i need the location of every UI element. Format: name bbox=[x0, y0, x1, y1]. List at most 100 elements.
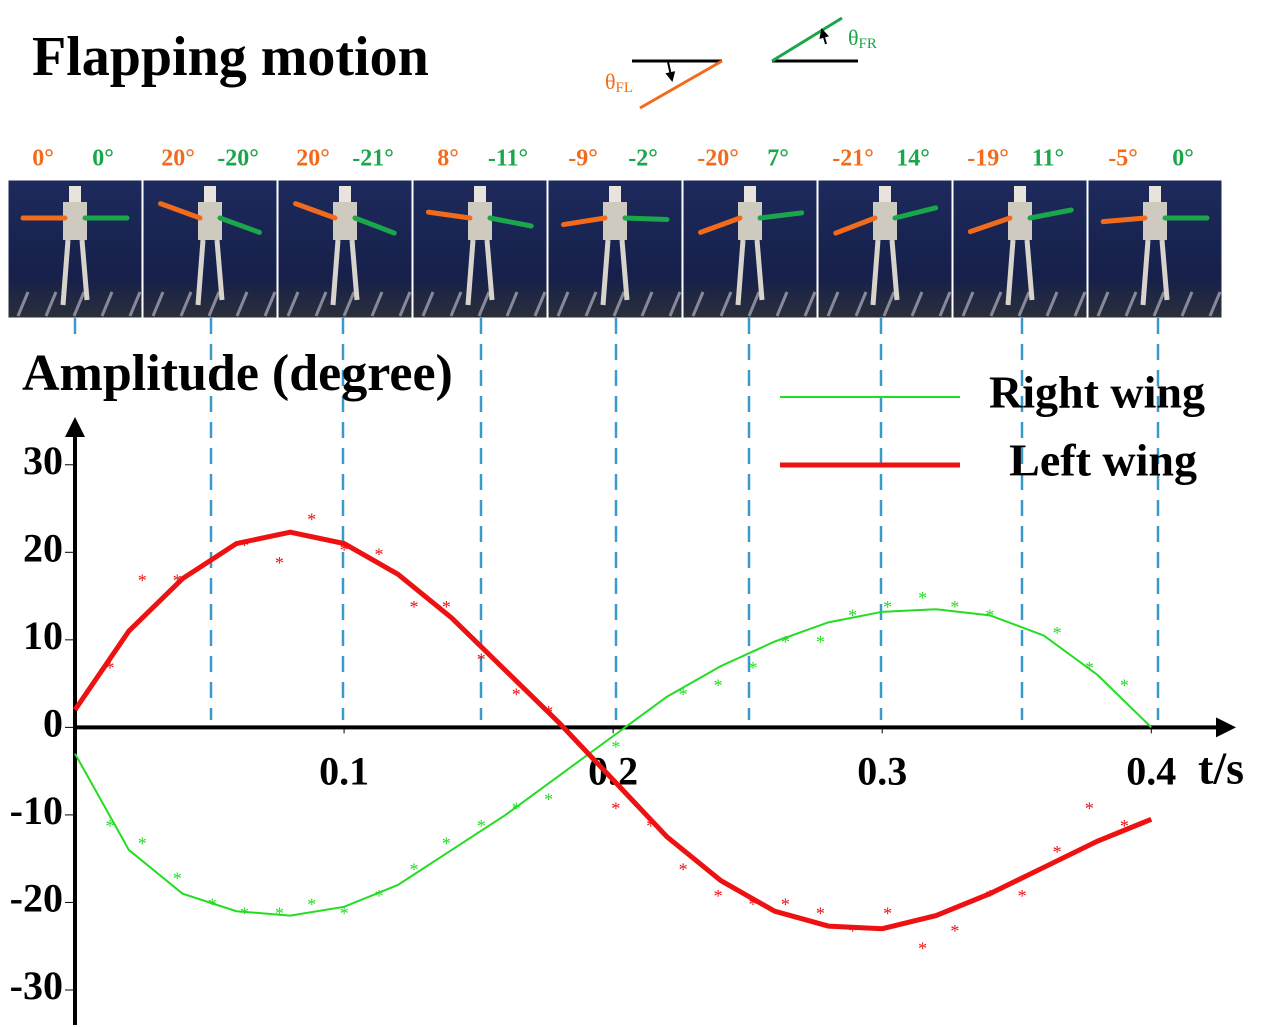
robot-head bbox=[609, 186, 621, 202]
robot-head bbox=[879, 186, 891, 202]
data-point: * bbox=[985, 606, 994, 626]
x-tick-label: 0.4 bbox=[1126, 749, 1176, 794]
data-point: * bbox=[512, 684, 521, 704]
angle-diagram-left: θFL bbox=[605, 61, 722, 108]
legend-label: Right wing bbox=[989, 367, 1205, 418]
theta-sub: FR bbox=[859, 36, 877, 52]
robot-body bbox=[1143, 202, 1167, 240]
data-point: * bbox=[749, 658, 758, 678]
theta: θ bbox=[848, 25, 859, 50]
frame-left-angle: -5° bbox=[1108, 146, 1138, 172]
data-point: * bbox=[883, 597, 892, 617]
frame-left-angle: 0° bbox=[32, 146, 54, 172]
data-point: * bbox=[410, 597, 419, 617]
frame-right-angle: -2° bbox=[628, 146, 658, 172]
robot-head bbox=[69, 186, 81, 202]
data-point: * bbox=[544, 702, 553, 722]
theta-sub: FL bbox=[616, 80, 634, 96]
data-point: * bbox=[679, 684, 688, 704]
data-point: * bbox=[275, 903, 284, 923]
data-point: * bbox=[816, 632, 825, 652]
theta-fl: θFL bbox=[605, 69, 633, 96]
robot-head bbox=[474, 186, 486, 202]
data-point: * bbox=[240, 903, 249, 923]
data-point: * bbox=[1120, 816, 1129, 836]
data-point: * bbox=[512, 798, 521, 818]
robot-body bbox=[738, 202, 762, 240]
frame-right-angle: -21° bbox=[352, 146, 394, 172]
frame-left-angle: 20° bbox=[296, 146, 330, 172]
data-point: * bbox=[442, 597, 451, 617]
data-point: * bbox=[679, 860, 688, 880]
robot-body bbox=[333, 202, 357, 240]
data-point: * bbox=[1085, 658, 1094, 678]
data-point: * bbox=[173, 868, 182, 888]
data-point: * bbox=[918, 938, 927, 958]
frame-right-angle: 11° bbox=[1032, 146, 1064, 172]
data-point: * bbox=[138, 833, 147, 853]
data-point: * bbox=[781, 632, 790, 652]
data-point: * bbox=[1018, 886, 1027, 906]
chart-title: Flapping motion bbox=[32, 26, 429, 88]
data-point: * bbox=[749, 895, 758, 915]
x-tick-label: 0.1 bbox=[319, 749, 369, 794]
robot-body bbox=[873, 202, 897, 240]
robot-head bbox=[744, 186, 756, 202]
data-point: * bbox=[1085, 798, 1094, 818]
robot-head bbox=[204, 186, 216, 202]
data-point: * bbox=[307, 509, 316, 529]
data-point: * bbox=[781, 895, 790, 915]
data-point: * bbox=[1053, 842, 1062, 862]
data-point: * bbox=[173, 571, 182, 591]
data-point: * bbox=[375, 544, 384, 564]
data-point: * bbox=[340, 540, 349, 560]
data-point: * bbox=[1120, 676, 1129, 696]
data-point: * bbox=[950, 597, 959, 617]
data-point: * bbox=[1053, 623, 1062, 643]
frame-right-angle: 0° bbox=[92, 146, 114, 172]
data-point: * bbox=[950, 921, 959, 941]
angle-diagram-right: θFR bbox=[772, 18, 877, 61]
data-point: * bbox=[275, 553, 284, 573]
frame-left-angle: 20° bbox=[161, 146, 195, 172]
robot-body bbox=[468, 202, 492, 240]
frame-right-angle: -11° bbox=[488, 146, 528, 172]
robot-body bbox=[603, 202, 627, 240]
frame-right-angle: -20° bbox=[217, 146, 259, 172]
y-tick-label: 20 bbox=[23, 525, 63, 570]
frame-left-angle: -19° bbox=[967, 146, 1009, 172]
data-point: * bbox=[410, 860, 419, 880]
data-point: * bbox=[816, 903, 825, 923]
y-tick-label: 0 bbox=[43, 701, 63, 746]
frame-left-angle: -21° bbox=[832, 146, 874, 172]
data-point: * bbox=[340, 903, 349, 923]
data-point: * bbox=[544, 790, 553, 810]
right-wing bbox=[625, 218, 667, 219]
data-point: * bbox=[105, 816, 114, 836]
frame-right-angle: 7° bbox=[767, 146, 789, 172]
frame-left-angle: -9° bbox=[568, 146, 598, 172]
y-tick-label: -10 bbox=[10, 788, 63, 833]
frame-left-angle: 8° bbox=[437, 146, 459, 172]
robot-body bbox=[63, 202, 87, 240]
data-point: * bbox=[611, 737, 620, 757]
robot-head bbox=[1149, 186, 1161, 202]
data-point: * bbox=[985, 886, 994, 906]
theta: θ bbox=[605, 69, 616, 94]
y-axis-label: Amplitude (degree) bbox=[22, 345, 453, 402]
data-point: * bbox=[714, 676, 723, 696]
theta-fr: θFR bbox=[848, 25, 877, 52]
data-point: * bbox=[208, 895, 217, 915]
data-point: * bbox=[714, 886, 723, 906]
data-point: * bbox=[883, 903, 892, 923]
y-tick-label: 30 bbox=[23, 438, 63, 483]
x-axis-label: t/s bbox=[1198, 743, 1244, 794]
data-point: * bbox=[307, 895, 316, 915]
frame-left-angle: -20° bbox=[697, 146, 739, 172]
data-point: * bbox=[477, 816, 486, 836]
robot-head bbox=[1014, 186, 1026, 202]
y-tick-label: -20 bbox=[10, 876, 63, 921]
x-tick-label: 0.3 bbox=[857, 749, 907, 794]
data-point: * bbox=[848, 606, 857, 626]
y-tick-label: -30 bbox=[10, 963, 63, 1008]
